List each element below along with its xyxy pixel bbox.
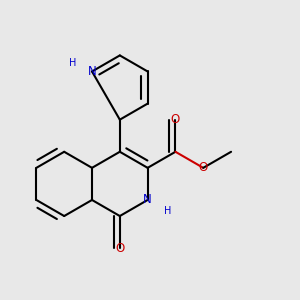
Text: O: O <box>199 161 208 174</box>
Text: O: O <box>171 113 180 126</box>
Text: H: H <box>164 206 171 216</box>
Text: O: O <box>115 242 124 255</box>
Text: H: H <box>69 58 76 68</box>
Text: N: N <box>143 194 152 206</box>
Text: N: N <box>88 65 96 78</box>
